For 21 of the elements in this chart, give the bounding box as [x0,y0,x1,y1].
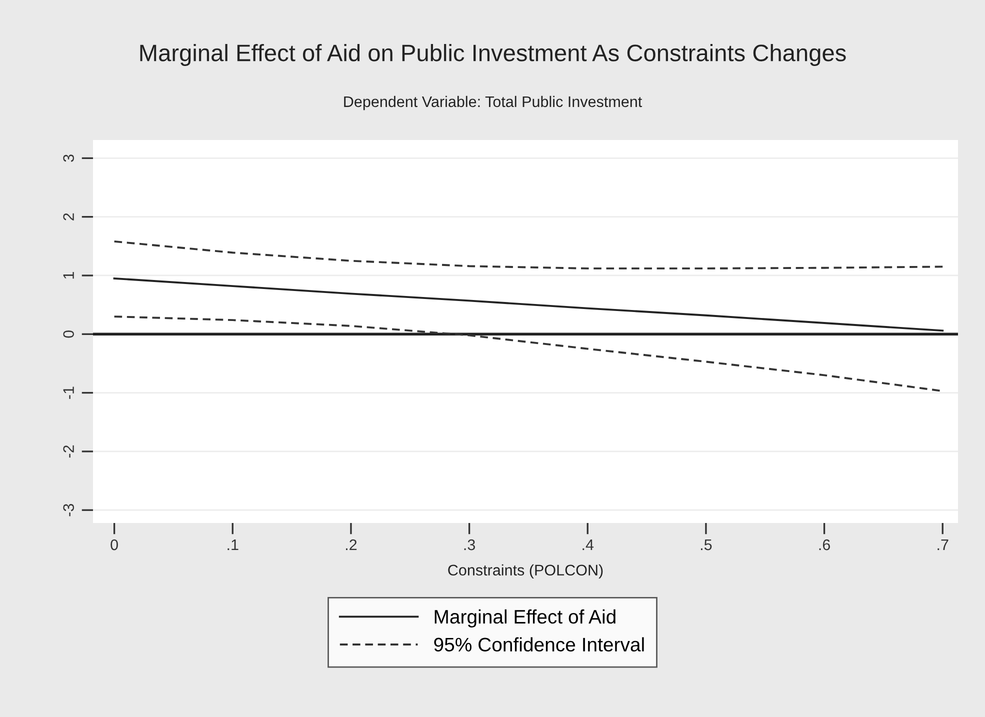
x-tick-label: .6 [819,539,830,550]
legend-label: Marginal Effect of Aid [434,609,616,628]
x-tick-label: .7 [938,540,948,550]
x-tick-label: .4 [582,540,594,550]
x-tick-label: .1 [228,540,238,550]
chart-subtitle: Dependent Variable: Total Public Investment [344,96,642,110]
y-tick-label: 1 [63,272,74,279]
legend-label: 95% Confidence Interval [434,637,644,652]
line-series [113,240,944,270]
y-tick-label: 3 [63,154,74,162]
x-tick-label: .5 [700,540,712,550]
y-tick-label: -2 [63,445,74,458]
y-tick-label: 2 [63,213,74,220]
y-tick-label: -3 [63,504,74,516]
chart-title: Marginal Effect of Aid on Public Investment As Constraints Changes [140,44,846,66]
x-tick-label: .3 [464,539,475,550]
x-tick-label: .2 [346,539,357,550]
x-tick-label: 0 [110,539,118,550]
y-tick-label: 0 [63,330,74,338]
y-tick-label: -1 [63,386,74,399]
x-axis-title: Constraints (POLCON) [448,564,603,579]
